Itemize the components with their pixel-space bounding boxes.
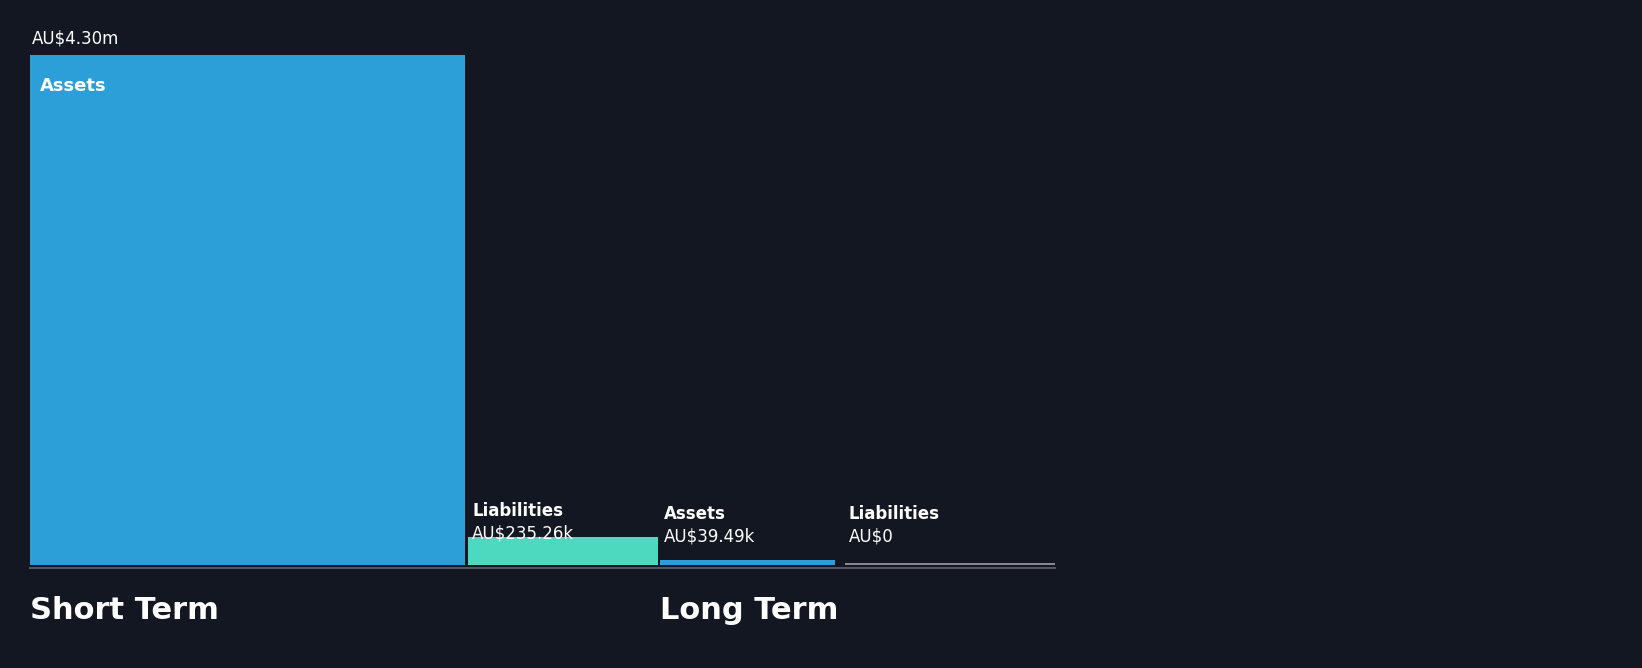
Bar bbox=[468, 537, 658, 565]
Bar bbox=[846, 563, 1056, 565]
Bar bbox=[660, 560, 836, 565]
Text: AU$235.26k: AU$235.26k bbox=[471, 524, 575, 542]
Bar bbox=[30, 55, 465, 565]
Text: AU$0: AU$0 bbox=[849, 527, 893, 545]
Text: AU$39.49k: AU$39.49k bbox=[663, 527, 755, 545]
Text: Liabilities: Liabilities bbox=[849, 505, 939, 523]
Text: Assets: Assets bbox=[663, 505, 726, 523]
Text: Long Term: Long Term bbox=[660, 596, 839, 625]
Text: AU$4.30m: AU$4.30m bbox=[31, 29, 120, 47]
Text: Short Term: Short Term bbox=[30, 596, 218, 625]
Text: Assets: Assets bbox=[39, 77, 107, 95]
Text: Liabilities: Liabilities bbox=[471, 502, 563, 520]
